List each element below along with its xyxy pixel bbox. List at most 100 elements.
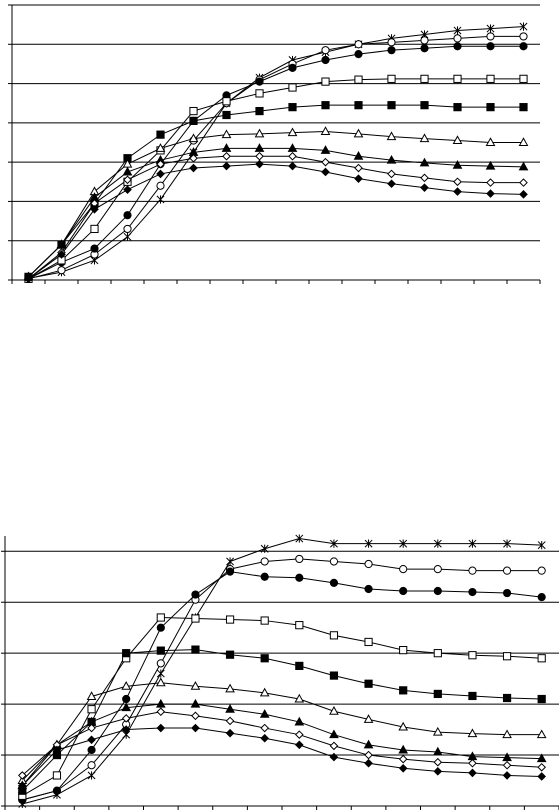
marker [156,707,166,717]
marker [486,103,495,112]
marker [156,130,165,139]
marker [295,554,304,564]
marker [453,187,462,196]
marker [364,750,373,760]
series-line [28,26,524,279]
marker [288,63,297,72]
marker [222,97,231,106]
marker [364,559,373,569]
marker [387,46,396,55]
marker [537,541,546,550]
series-line [28,130,524,278]
marker [519,22,528,31]
marker [419,157,430,167]
marker [329,631,339,640]
marker [52,771,62,780]
marker [225,615,235,624]
marker [225,683,235,693]
marker [502,729,512,739]
marker [321,101,330,110]
marker [225,650,235,659]
marker [433,689,442,699]
marker [191,723,200,733]
marker [398,754,408,764]
series-line [28,155,524,280]
marker [329,752,339,762]
marker [189,116,198,125]
marker [502,760,512,770]
marker [156,613,165,622]
marker [225,716,235,726]
marker [321,77,330,86]
marker [260,654,269,663]
marker [122,649,131,658]
marker [329,671,339,680]
marker [503,539,512,548]
marker [453,42,462,51]
marker [123,232,132,241]
marker [123,175,132,185]
marker [399,565,408,574]
marker [121,681,132,690]
marker [225,728,235,738]
marker [221,143,232,152]
marker [321,46,330,55]
series-line [21,703,542,786]
marker [87,723,96,733]
marker [467,728,478,738]
marker [191,711,200,721]
marker [329,706,339,715]
marker [87,705,96,714]
marker [486,32,495,41]
marker [433,586,442,596]
marker [188,133,199,143]
marker [387,179,396,189]
marker [122,166,133,176]
series-line [28,163,524,280]
marker [255,77,264,86]
marker [433,757,443,767]
marker [536,753,547,763]
marker [190,698,201,708]
marker [294,716,305,726]
marker [519,74,528,83]
marker [502,771,512,780]
marker [468,587,477,597]
marker [420,44,429,53]
marker [364,539,373,548]
marker [225,703,235,713]
marker [399,539,408,548]
marker [260,733,269,743]
marker [226,557,235,566]
marker [321,157,330,167]
marker [156,195,165,204]
series-line [21,649,542,792]
marker [468,768,477,778]
marker [386,131,397,141]
marker [354,174,363,183]
marker [190,681,201,690]
marker [485,160,496,170]
marker [518,137,529,146]
marker [486,189,495,198]
marker [329,557,339,566]
marker [295,740,304,750]
marker [255,106,264,116]
marker [222,161,231,171]
marker [420,101,429,110]
marker [420,74,429,83]
marker [321,55,330,65]
marker [502,693,512,703]
marker [191,614,200,623]
marker [502,752,512,762]
series-line [22,538,542,805]
marker [353,128,364,138]
marker [329,539,338,548]
marker [260,723,269,733]
marker [537,772,546,781]
marker [354,75,363,84]
marker [536,729,547,739]
marker [399,646,408,655]
